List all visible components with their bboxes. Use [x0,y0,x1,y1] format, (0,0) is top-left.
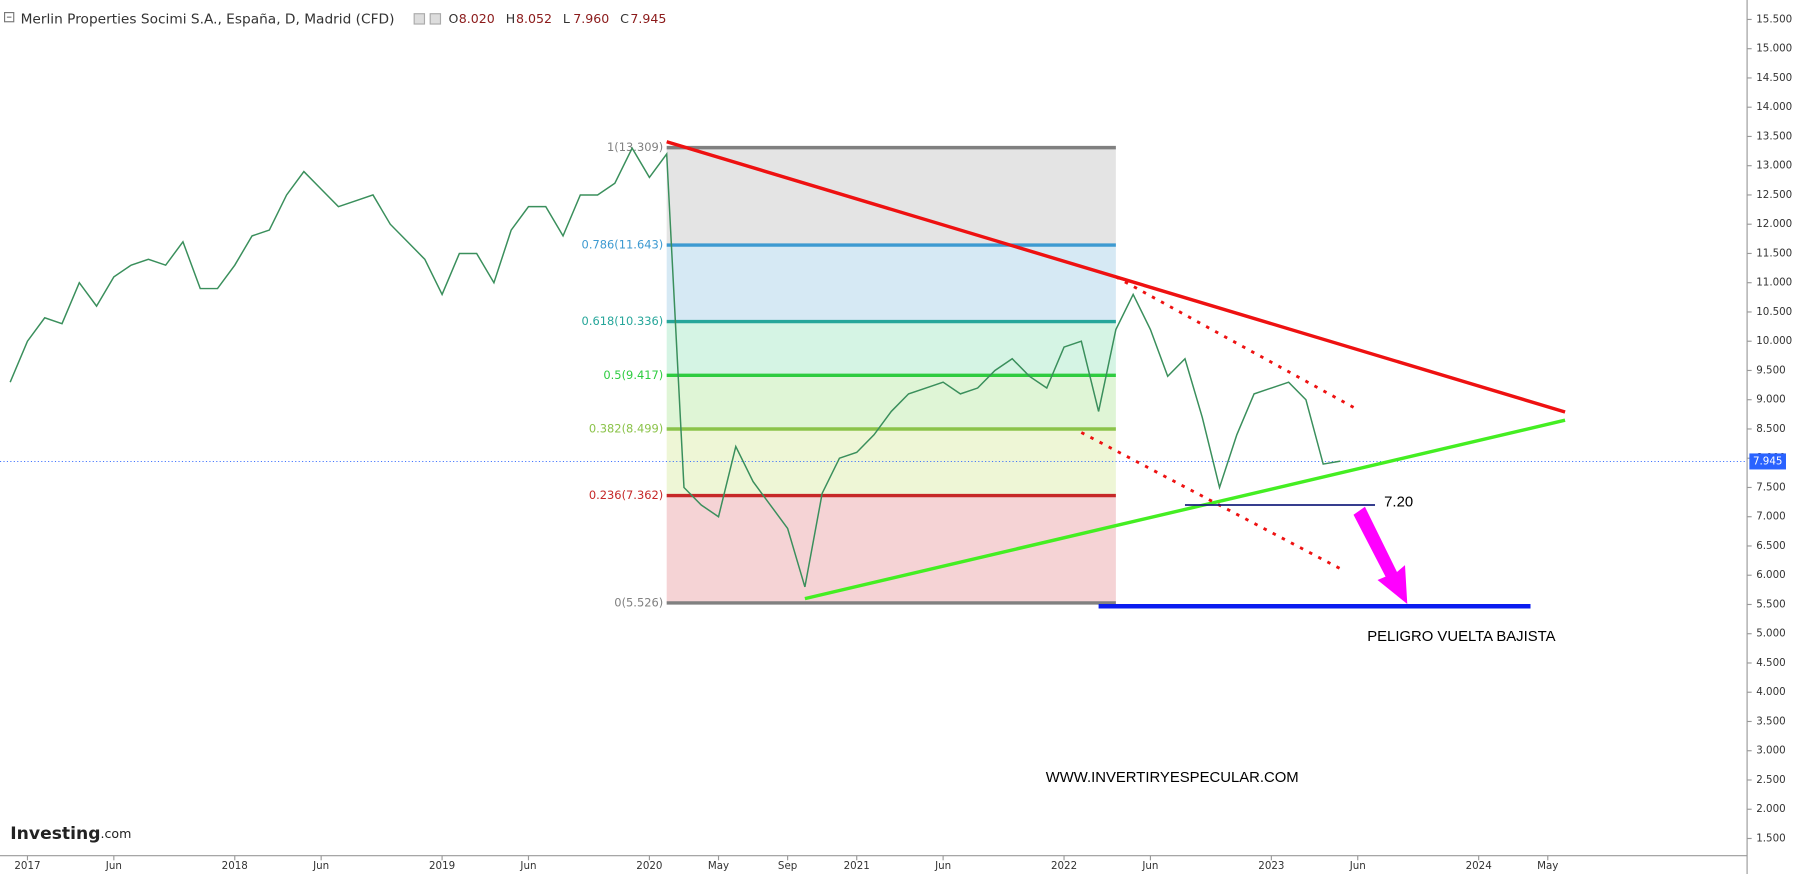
x-tick-label: 2023 [1258,860,1284,872]
y-tick-label: 7.000 [1756,511,1785,523]
y-tick-label: 9.500 [1756,364,1785,376]
logo-suffix: .com [101,825,132,840]
ohlc-name: O [449,11,459,26]
y-tick-label: 10.000 [1756,335,1792,347]
y-tick-label: 2.000 [1756,803,1785,815]
y-tick-label: 15.000 [1756,43,1792,55]
plot-area: 0(5.526) 0.236(7.362) 0.382(8.499) 0.5(9.41… [0,140,1748,609]
x-tick-label: Jun [519,860,536,872]
y-tick-label: 11.000 [1756,277,1792,289]
y-tick-label: 13.500 [1756,130,1792,142]
x-tick-label: Jun [105,860,122,872]
x-tick-label: 2021 [844,860,870,872]
fib-band [666,245,1116,322]
trend-line [1115,275,1359,411]
y-tick-label: 15.500 [1756,13,1792,25]
arrow [1353,506,1408,605]
ohlc-value: 8.052 [516,11,552,26]
chart-title: Merlin Properties Socimi S.A., España, D… [21,11,395,27]
ohlc-name: H [506,11,515,26]
x-tick-label: May [1537,860,1558,872]
fib-label: 1(13.309) [607,140,663,154]
x-tick-label: 2019 [429,860,455,872]
y-tick-label: 6.500 [1756,540,1785,552]
y-tick-label: 11.500 [1756,247,1792,259]
x-tick-label: May [708,860,729,872]
ohlc: O 8.020 H 8.052 L 7.960 C 7.945 [413,11,666,26]
x-tick-label: Jun [934,860,951,872]
y-tick-label: 13.000 [1756,160,1792,172]
x-tick-label: Jun [1349,860,1366,872]
fib-label: 0.786(11.643) [582,238,664,252]
y-tick-label: 4.500 [1756,657,1785,669]
y-tick-label: 7.500 [1756,481,1785,493]
x-tick-label: 2018 [222,860,248,872]
y-tick-label: 3.500 [1756,715,1785,727]
x-tick-label: Jun [312,860,329,872]
last-price-box [1749,453,1786,470]
x-tick-label: 2020 [636,860,662,872]
y-tick-label: 2.500 [1756,774,1785,786]
logo: Investing.com [10,824,131,844]
y-tick-label: 3.000 [1756,745,1785,757]
fib-label: 0.5(9.417) [603,368,663,382]
fib-label: 0.236(7.362) [589,488,663,502]
collapse-icon[interactable] [4,12,15,23]
trend-line [804,418,1566,601]
x-tick-label: 2017 [14,860,40,872]
y-tick-label: 9.000 [1756,394,1785,406]
last-price-label: 7.945 [1753,455,1782,467]
y-tick-label: 12.500 [1756,189,1792,201]
x-tick-label: 2024 [1466,860,1492,872]
x-tick-label: Jun [1141,860,1158,872]
y-tick-label: 1.500 [1756,832,1785,844]
y-tick-label: 6.000 [1756,569,1785,581]
ohlc-name: C [620,11,629,26]
fib-band [666,321,1116,376]
y-tick-label: 10.500 [1756,306,1792,318]
ohlc-name: L [563,11,570,26]
header-icon [429,13,442,25]
x-tick-label: Sep [778,860,797,872]
annotation: PELIGRO VUELTA BAJISTA [1367,629,1555,645]
ohlc-value: 7.945 [630,11,666,26]
y-tick-label: 5.500 [1756,598,1785,610]
ohlc-value: 8.020 [459,11,495,26]
fib-label: 0.382(8.499) [589,422,663,436]
fib-label: 0.618(10.336) [582,314,664,328]
y-tick-label: 14.500 [1756,72,1792,84]
fib-label: 0(5.526) [614,595,663,609]
header-icon [413,13,426,25]
fib-band [666,495,1116,603]
level-label: 7.20 [1384,495,1413,511]
y-tick-label: 14.000 [1756,101,1792,113]
fib-band [666,429,1116,496]
logo-main: Investing [10,824,100,844]
ohlc-value: 7.960 [573,11,609,26]
x-tick-label: 2022 [1051,860,1077,872]
y-tick-label: 5.000 [1756,628,1785,640]
y-tick-label: 8.500 [1756,423,1785,435]
annotation: WWW.INVERTIRYESPECULAR.COM [1046,770,1299,786]
y-tick-label: 12.000 [1756,218,1792,230]
price-line [9,146,1341,588]
y-tick-label: 4.000 [1756,686,1785,698]
trend-line [1080,431,1342,571]
